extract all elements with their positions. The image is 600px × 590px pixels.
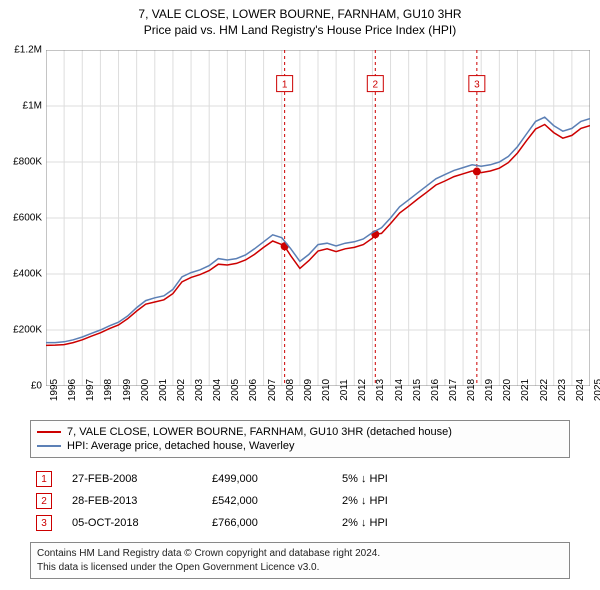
y-axis-label: £600K xyxy=(13,213,42,224)
x-axis-label: 2003 xyxy=(194,379,205,401)
footer-line: Contains HM Land Registry data © Crown c… xyxy=(37,547,563,561)
sale-date: 28-FEB-2013 xyxy=(72,495,212,507)
sale-marker-icon: 3 xyxy=(36,515,52,531)
x-axis-label: 2022 xyxy=(539,379,550,401)
x-axis-label: 2020 xyxy=(502,379,513,401)
x-axis-label: 2012 xyxy=(357,379,368,401)
chart-title: 7, VALE CLOSE, LOWER BOURNE, FARNHAM, GU… xyxy=(0,0,600,23)
x-axis-label: 2004 xyxy=(212,379,223,401)
x-axis-label: 2017 xyxy=(448,379,459,401)
x-axis-label: 2001 xyxy=(158,379,169,401)
sale-price: £542,000 xyxy=(212,495,342,507)
sale-marker-icon: 1 xyxy=(36,471,52,487)
x-axis-label: 2002 xyxy=(176,379,187,401)
footer-attribution: Contains HM Land Registry data © Crown c… xyxy=(30,542,570,579)
x-axis-label: 1998 xyxy=(103,379,114,401)
legend-item: HPI: Average price, detached house, Wave… xyxy=(37,439,563,453)
svg-text:1: 1 xyxy=(282,80,288,91)
sales-table: 1 27-FEB-2008£499,0005% ↓ HPI 2 28-FEB-2013… xyxy=(30,468,570,534)
sale-delta: 5% ↓ HPI xyxy=(342,473,482,485)
x-axis-label: 2014 xyxy=(394,379,405,401)
x-axis-label: 2008 xyxy=(285,379,296,401)
legend-swatch xyxy=(37,445,61,447)
x-axis-label: 2009 xyxy=(303,379,314,401)
sale-price: £499,000 xyxy=(212,473,342,485)
y-axis-label: £1M xyxy=(23,101,42,112)
legend-item: 7, VALE CLOSE, LOWER BOURNE, FARNHAM, GU… xyxy=(37,425,563,439)
x-axis-label: 1999 xyxy=(122,379,133,401)
svg-text:3: 3 xyxy=(474,80,480,91)
sale-delta: 2% ↓ HPI xyxy=(342,517,482,529)
sale-price: £766,000 xyxy=(212,517,342,529)
x-axis-label: 2010 xyxy=(321,379,332,401)
x-axis-label: 2021 xyxy=(520,379,531,401)
x-axis-label: 2024 xyxy=(575,379,586,401)
y-axis-label: £800K xyxy=(13,157,42,168)
legend-swatch xyxy=(37,431,61,433)
sale-row: 3 05-OCT-2018£766,0002% ↓ HPI xyxy=(30,512,570,534)
y-axis-label: £400K xyxy=(13,269,42,280)
legend-label: 7, VALE CLOSE, LOWER BOURNE, FARNHAM, GU… xyxy=(67,426,452,438)
sale-date: 27-FEB-2008 xyxy=(72,473,212,485)
legend-label: HPI: Average price, detached house, Wave… xyxy=(67,440,294,452)
x-axis-label: 2006 xyxy=(248,379,259,401)
y-axis-label: £200K xyxy=(13,325,42,336)
line-chart: 1 2 3 xyxy=(46,50,590,386)
x-axis-label: 2000 xyxy=(140,379,151,401)
x-axis-label: 2011 xyxy=(339,379,350,401)
x-axis-label: 1996 xyxy=(67,379,78,401)
footer-line: This data is licensed under the Open Gov… xyxy=(37,561,563,575)
x-axis-label: 2018 xyxy=(466,379,477,401)
x-axis-label: 2007 xyxy=(267,379,278,401)
chart-area: 123 £0£200K£400K£600K£800K£1M£1.2M 19951… xyxy=(46,50,590,386)
chart-subtitle: Price paid vs. HM Land Registry's House … xyxy=(0,23,600,37)
x-axis-label: 1995 xyxy=(49,379,60,401)
legend: 7, VALE CLOSE, LOWER BOURNE, FARNHAM, GU… xyxy=(30,420,570,458)
x-axis-label: 2005 xyxy=(230,379,241,401)
x-axis-label: 2013 xyxy=(375,379,386,401)
sale-row: 1 27-FEB-2008£499,0005% ↓ HPI xyxy=(30,468,570,490)
x-axis-label: 2016 xyxy=(430,379,441,401)
x-axis-label: 2015 xyxy=(412,379,423,401)
sale-delta: 2% ↓ HPI xyxy=(342,495,482,507)
sale-date: 05-OCT-2018 xyxy=(72,517,212,529)
y-axis-label: £1.2M xyxy=(14,45,42,56)
x-axis-label: 2025 xyxy=(593,379,600,401)
svg-text:2: 2 xyxy=(373,80,379,91)
x-axis-label: 1997 xyxy=(85,379,96,401)
x-axis-label: 2019 xyxy=(484,379,495,401)
x-axis-label: 2023 xyxy=(557,379,568,401)
sale-row: 2 28-FEB-2013£542,0002% ↓ HPI xyxy=(30,490,570,512)
sale-marker-icon: 2 xyxy=(36,493,52,509)
y-axis-label: £0 xyxy=(31,381,42,392)
